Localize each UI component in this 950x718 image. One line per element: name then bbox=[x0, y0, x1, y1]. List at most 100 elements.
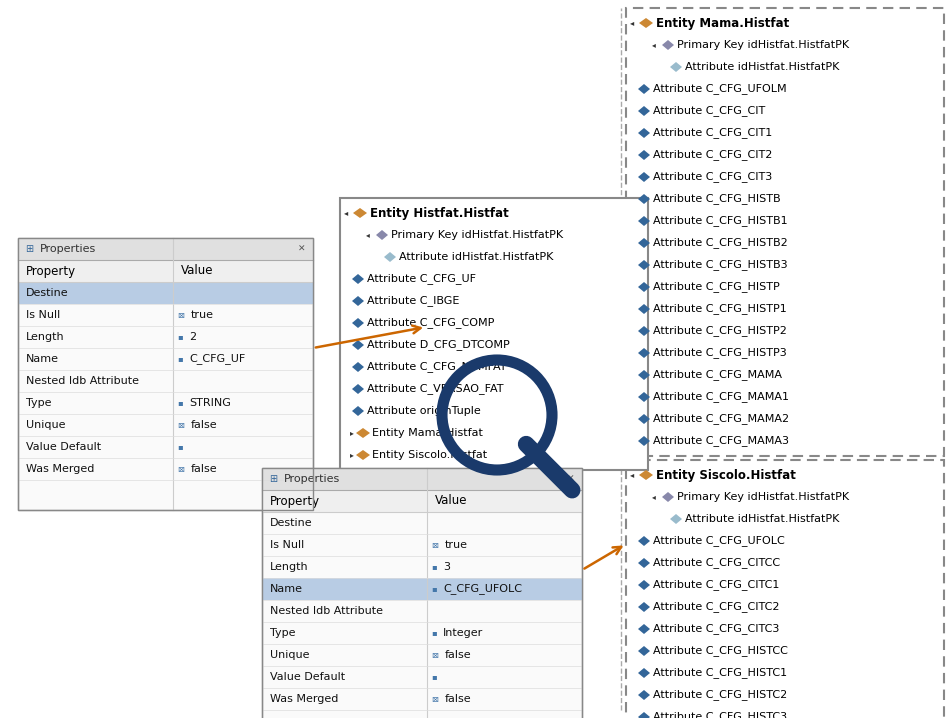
Text: ✕: ✕ bbox=[297, 245, 305, 253]
Polygon shape bbox=[638, 536, 650, 546]
Text: Properties: Properties bbox=[284, 474, 340, 484]
Text: Destine: Destine bbox=[270, 518, 313, 528]
Text: 2: 2 bbox=[189, 332, 196, 342]
Polygon shape bbox=[662, 40, 674, 50]
Text: false: false bbox=[191, 420, 218, 430]
Text: Value: Value bbox=[435, 495, 467, 508]
Polygon shape bbox=[352, 296, 364, 306]
FancyBboxPatch shape bbox=[262, 578, 582, 600]
Text: STRING: STRING bbox=[189, 398, 231, 408]
Text: Attribute C_CFG_CITC1: Attribute C_CFG_CITC1 bbox=[653, 579, 779, 590]
Polygon shape bbox=[638, 668, 650, 678]
Text: Property: Property bbox=[270, 495, 320, 508]
Polygon shape bbox=[638, 84, 650, 94]
Polygon shape bbox=[638, 282, 650, 292]
Text: Value: Value bbox=[181, 264, 214, 277]
Text: ▪: ▪ bbox=[177, 442, 182, 452]
Text: Attribute C_CFG_HISTC3: Attribute C_CFG_HISTC3 bbox=[653, 712, 788, 718]
Polygon shape bbox=[638, 436, 650, 446]
Polygon shape bbox=[638, 624, 650, 634]
Polygon shape bbox=[638, 646, 650, 656]
Text: Nested Idb Attribute: Nested Idb Attribute bbox=[270, 606, 383, 616]
Text: true: true bbox=[191, 310, 214, 320]
FancyBboxPatch shape bbox=[626, 8, 944, 456]
Text: Attribute D_CFG_DTCOMP: Attribute D_CFG_DTCOMP bbox=[367, 340, 510, 350]
Text: false: false bbox=[445, 694, 471, 704]
Text: Name: Name bbox=[270, 584, 303, 594]
Polygon shape bbox=[638, 414, 650, 424]
Text: Attribute C_CFG_HISTP3: Attribute C_CFG_HISTP3 bbox=[653, 348, 787, 358]
Text: Destine: Destine bbox=[26, 288, 68, 298]
Polygon shape bbox=[638, 194, 650, 204]
FancyBboxPatch shape bbox=[18, 282, 313, 304]
Text: Entity Mama.Histfat: Entity Mama.Histfat bbox=[372, 428, 483, 438]
FancyBboxPatch shape bbox=[18, 238, 313, 510]
Text: Is Null: Is Null bbox=[270, 540, 304, 550]
Text: Value Default: Value Default bbox=[270, 672, 345, 682]
Text: ▸: ▸ bbox=[350, 450, 353, 460]
Polygon shape bbox=[356, 428, 370, 438]
Text: Attribute C_CFG_HISTC1: Attribute C_CFG_HISTC1 bbox=[653, 668, 788, 679]
Text: true: true bbox=[445, 540, 468, 550]
Text: Attribute C_CFG_CIT2: Attribute C_CFG_CIT2 bbox=[653, 149, 772, 160]
Text: ⊞: ⊞ bbox=[269, 474, 277, 484]
Text: Entity Siscolo.Histfat: Entity Siscolo.Histfat bbox=[372, 450, 487, 460]
Text: Attribute C_CFG_MAMA1: Attribute C_CFG_MAMA1 bbox=[653, 391, 789, 403]
Polygon shape bbox=[662, 492, 674, 502]
Text: false: false bbox=[445, 650, 471, 660]
Text: Attribute C_CFG_CITCC: Attribute C_CFG_CITCC bbox=[653, 558, 780, 569]
Text: ◂: ◂ bbox=[652, 40, 656, 50]
Text: Attribute C_CFG_MAMA3: Attribute C_CFG_MAMA3 bbox=[653, 436, 789, 447]
FancyBboxPatch shape bbox=[626, 460, 944, 718]
Text: Is Null: Is Null bbox=[26, 310, 60, 320]
Text: Unique: Unique bbox=[270, 650, 310, 660]
Polygon shape bbox=[638, 370, 650, 380]
Polygon shape bbox=[638, 172, 650, 182]
Text: Attribute C_VERSAO_FAT: Attribute C_VERSAO_FAT bbox=[367, 383, 504, 394]
Text: Attribute C_CFG_HISTCC: Attribute C_CFG_HISTCC bbox=[653, 645, 788, 656]
Polygon shape bbox=[638, 712, 650, 718]
Polygon shape bbox=[638, 106, 650, 116]
Text: ▪: ▪ bbox=[431, 628, 437, 638]
Polygon shape bbox=[352, 340, 364, 350]
Text: Attribute idHistfat.HistfatPK: Attribute idHistfat.HistfatPK bbox=[399, 252, 553, 262]
Text: Attribute C_CFG_MAMA: Attribute C_CFG_MAMA bbox=[653, 370, 782, 381]
Polygon shape bbox=[670, 62, 682, 72]
Text: Type: Type bbox=[270, 628, 295, 638]
Text: Attribute C_CFG_CIT3: Attribute C_CFG_CIT3 bbox=[653, 172, 772, 182]
Text: ◂: ◂ bbox=[652, 493, 656, 501]
Text: Attribute C_CFG_UFOLC: Attribute C_CFG_UFOLC bbox=[653, 536, 785, 546]
Text: ✕: ✕ bbox=[566, 475, 574, 483]
Polygon shape bbox=[639, 18, 653, 28]
Text: Attribute C_CFG_CIT1: Attribute C_CFG_CIT1 bbox=[653, 128, 772, 139]
Text: Attribute C_IBGE: Attribute C_IBGE bbox=[367, 296, 460, 307]
Polygon shape bbox=[376, 230, 388, 240]
Text: C_CFG_UF: C_CFG_UF bbox=[189, 353, 245, 365]
Text: Length: Length bbox=[270, 562, 309, 572]
Text: ⊠: ⊠ bbox=[431, 651, 438, 660]
Polygon shape bbox=[352, 406, 364, 416]
Polygon shape bbox=[639, 470, 653, 480]
Text: Attribute C_CFG_HISTP2: Attribute C_CFG_HISTP2 bbox=[653, 325, 787, 337]
Text: Properties: Properties bbox=[40, 244, 96, 254]
Text: ▪: ▪ bbox=[431, 673, 437, 681]
FancyBboxPatch shape bbox=[340, 198, 648, 470]
Text: ◂: ◂ bbox=[344, 208, 349, 218]
Text: ▪: ▪ bbox=[177, 332, 182, 342]
Polygon shape bbox=[352, 384, 364, 394]
Text: ⊠: ⊠ bbox=[177, 310, 184, 320]
Text: Was Merged: Was Merged bbox=[26, 464, 94, 474]
Text: ⊠: ⊠ bbox=[177, 465, 184, 473]
Polygon shape bbox=[670, 514, 682, 524]
Text: Attribute C_CFG_HISTB3: Attribute C_CFG_HISTB3 bbox=[653, 259, 788, 271]
Text: Integer: Integer bbox=[443, 628, 484, 638]
Text: Attribute C_CFG_CIT: Attribute C_CFG_CIT bbox=[653, 106, 766, 116]
Text: ◂: ◂ bbox=[366, 230, 370, 240]
Text: Attribute C_CFG_HISTB: Attribute C_CFG_HISTB bbox=[653, 194, 781, 205]
Polygon shape bbox=[352, 274, 364, 284]
Text: Name: Name bbox=[26, 354, 59, 364]
Text: Attribute C_CFG_NUMFAT: Attribute C_CFG_NUMFAT bbox=[367, 362, 506, 373]
Polygon shape bbox=[638, 238, 650, 248]
Text: C_CFG_UFOLC: C_CFG_UFOLC bbox=[443, 584, 522, 595]
Text: Attribute C_CFG_CITC3: Attribute C_CFG_CITC3 bbox=[653, 623, 779, 635]
